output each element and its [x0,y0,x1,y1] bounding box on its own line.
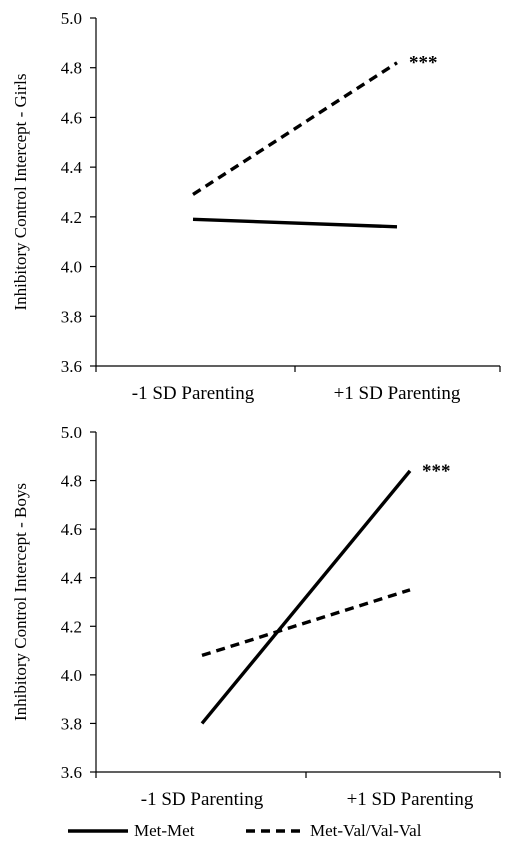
y-tick-label: 4.0 [61,258,82,277]
x-category-label: -1 SD Parenting [141,789,264,810]
x-category-label: -1 SD Parenting [132,383,255,404]
chart-panel-girls: 3.6 3.8 4.0 4.2 4.4 4.6 4.8 5.0 -1 SD Parenting +… [11,9,501,404]
significance-annotation: *** [409,53,438,74]
legend-label-met-val-val-val: Met-Val/Val-Val [310,821,422,840]
series-line-met-val-val-val [192,61,398,196]
y-axis-title: Inhibitory Control Intercept - Girls [11,73,30,310]
series-line-met-val-val-val [201,588,411,658]
y-tick-label: 5.0 [61,9,82,28]
y-axis-title: Inhibitory Control Intercept - Boys [11,483,30,721]
y-tick-label: 3.8 [61,307,82,326]
legend-label-met-met: Met-Met [134,821,195,840]
y-tick-label: 4.2 [61,617,82,636]
y-tick-label: 4.4 [61,158,83,177]
y-tick-label: 3.8 [61,714,82,733]
y-tick-label: 4.6 [61,108,82,127]
y-tick-label: 4.6 [61,520,82,539]
y-tick-label: 4.4 [61,569,83,588]
y-tick-label: 4.8 [61,59,82,78]
x-category-label: +1 SD Parenting [347,789,474,810]
significance-annotation: *** [422,461,451,482]
y-tick-label: 4.0 [61,666,82,685]
legend: Met-Met Met-Val/Val-Val [68,821,422,840]
y-tick-label: 4.8 [61,472,82,491]
x-category-label: +1 SD Parenting [334,383,461,404]
y-tick-label: 3.6 [61,357,82,376]
y-tick-label: 4.2 [61,208,82,227]
chart-panel-boys: 3.6 3.8 4.0 4.2 4.4 4.6 4.8 5.0 -1 SD Parenting +… [11,423,501,810]
y-tick-label: 5.0 [61,423,82,442]
series-line-met-met [192,217,398,229]
series-line-met-met [200,469,412,725]
y-tick-label: 3.6 [61,763,82,782]
